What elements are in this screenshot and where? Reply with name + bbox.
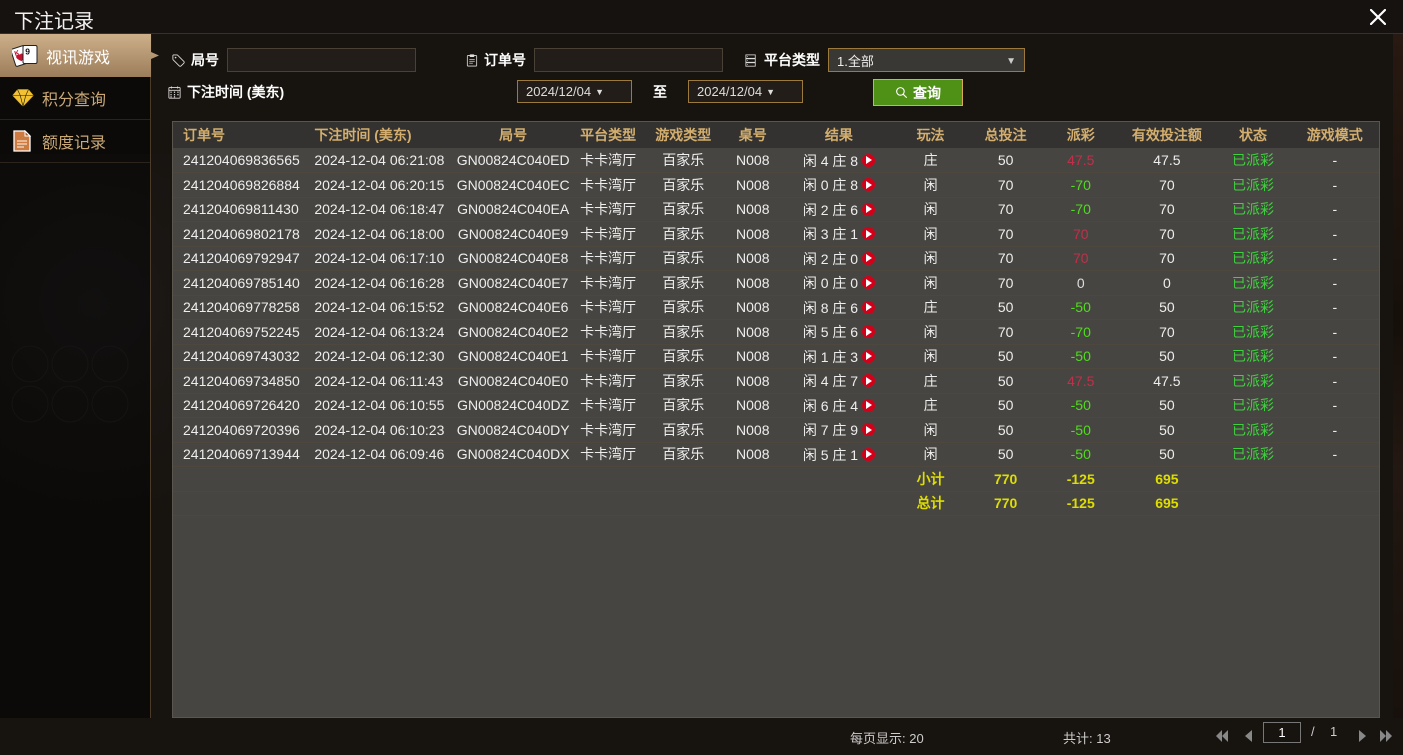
svg-text:9: 9 [25, 46, 30, 56]
